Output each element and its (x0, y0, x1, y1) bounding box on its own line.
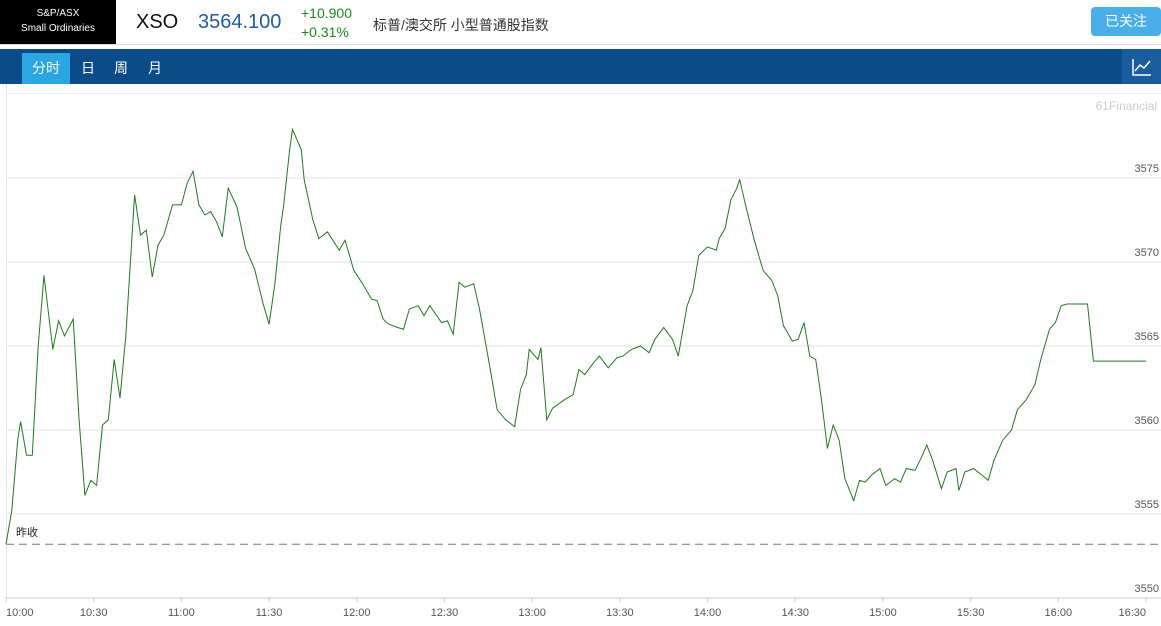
chart-icon (1132, 59, 1151, 76)
index-name: 标普/澳交所 小型普通股指数 (373, 17, 549, 33)
x-tick-label: 13:30 (606, 607, 634, 619)
tab[interactable]: 周 (114, 60, 128, 76)
x-tick-label: 14:00 (694, 607, 722, 619)
price: 3564.100 (198, 11, 282, 33)
change-value: +10.900 (301, 5, 352, 21)
symbol: XSO (136, 11, 179, 33)
follow-button[interactable]: 已关注 (1091, 7, 1161, 36)
badge-line: S&P/ASX (36, 8, 80, 19)
tab[interactable]: 月 (148, 60, 162, 76)
x-tick-label: 14:30 (781, 607, 809, 619)
x-tick-label: 12:30 (431, 607, 459, 619)
prev-close-label: 昨收 (16, 525, 38, 539)
y-tick-label: 3570 (1135, 247, 1159, 259)
x-tick-label: 16:00 (1045, 607, 1073, 619)
y-tick-label: 3575 (1135, 163, 1159, 175)
index-badge: S&P/ASX Small Ordinaries (0, 0, 116, 44)
header: S&P/ASX Small Ordinaries XSO 3564.100 +1… (0, 0, 1161, 45)
x-tick-label: 12:00 (343, 607, 371, 619)
tab-bar: 分时 日 周 月 (0, 49, 1161, 84)
y-tick-label: 3555 (1135, 499, 1159, 511)
tab[interactable]: 分时 (22, 53, 70, 84)
x-tick-label: 10:30 (80, 607, 108, 619)
change-pct: +0.31% (301, 24, 349, 40)
x-tick-label: 15:00 (869, 607, 897, 619)
watermark: 61Financial (1096, 99, 1157, 113)
x-tick-label: 11:00 (168, 607, 195, 619)
x-tick-label: 15:30 (957, 607, 985, 619)
price-line (5, 127, 1146, 545)
change: +10.900 +0.31% (301, 4, 352, 42)
tab[interactable]: 日 (81, 60, 95, 76)
badge-line: Small Ordinaries (21, 23, 95, 34)
x-tick-label: 13:00 (518, 607, 546, 619)
chart-type-button[interactable] (1122, 49, 1161, 84)
x-tick-label: 10:00 (6, 607, 34, 619)
x-tick-label: 11:30 (256, 607, 283, 619)
x-tick-label: 16:30 (1118, 607, 1146, 619)
chart: 61Financial 3550 3555 3560 3565 3570 3575 10:0… (5, 84, 1161, 619)
y-tick-label: 3565 (1135, 331, 1159, 343)
y-tick-label: 3550 (1135, 583, 1159, 595)
y-tick-label: 3560 (1135, 415, 1159, 427)
